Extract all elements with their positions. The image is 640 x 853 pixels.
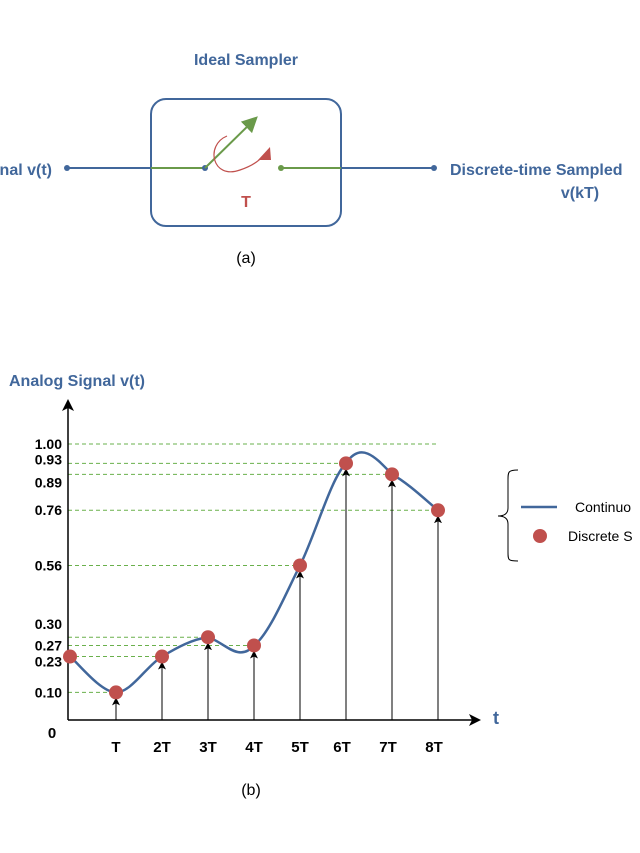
y-tick-label: 0.23 [35, 654, 62, 670]
y-tick-label: 0.56 [35, 557, 62, 573]
y-tick-label: 0.76 [35, 502, 62, 518]
switch-arm-arrow [204, 116, 258, 169]
x-tick-label: 3T [199, 739, 217, 756]
legend-line-label: Continuo [575, 499, 631, 515]
output-label-line1: Discrete-time Sampled [450, 162, 623, 179]
caption-b: (b) [241, 782, 261, 799]
sample-point [385, 467, 399, 482]
input-label: Signal v(t) [0, 162, 52, 179]
legend-dot-swatch [533, 529, 547, 543]
legend-dot-label: Discrete S [568, 528, 633, 544]
period-label: T [241, 194, 251, 211]
sample-point [247, 638, 261, 653]
y-axis-label: Analog Signal v(t) [9, 373, 145, 390]
rotation-arc-icon [213, 135, 265, 173]
x-tick-label: T [111, 739, 120, 756]
y-tick-label: 0.93 [35, 451, 62, 467]
sample-point [293, 558, 307, 573]
sample-point [201, 630, 215, 645]
continuous-signal-curve [69, 451, 439, 694]
y-tick-label: 0.30 [35, 616, 62, 632]
sample-point [109, 685, 123, 700]
rotation-arrowhead-icon [258, 147, 271, 160]
y-tick-label: 0.10 [35, 684, 62, 700]
origin-label: 0 [48, 725, 56, 742]
y-tick-label: 0.89 [35, 474, 62, 490]
output-label-line2: v(kT) [561, 185, 599, 202]
y-tick-label: 1.00 [35, 436, 62, 452]
x-axis-label: t [493, 708, 499, 728]
caption-a: (a) [236, 250, 256, 267]
output-terminal [431, 165, 437, 171]
x-tick-label: 2T [153, 739, 171, 756]
x-tick-label: 4T [245, 739, 263, 756]
sample-point [63, 649, 77, 664]
x-tick-label: 7T [379, 739, 397, 756]
sampler-box [150, 98, 342, 227]
sample-point [431, 503, 445, 518]
x-tick-label: 5T [291, 739, 309, 756]
input-terminal [64, 165, 70, 171]
legend-brace [497, 469, 519, 562]
sampler-title: Ideal Sampler [194, 52, 298, 69]
x-tick-label: 8T [425, 739, 443, 756]
sample-point [155, 649, 169, 664]
sample-point [339, 456, 353, 471]
x-tick-label: 6T [333, 739, 351, 756]
y-tick-label: 0.27 [35, 637, 62, 653]
